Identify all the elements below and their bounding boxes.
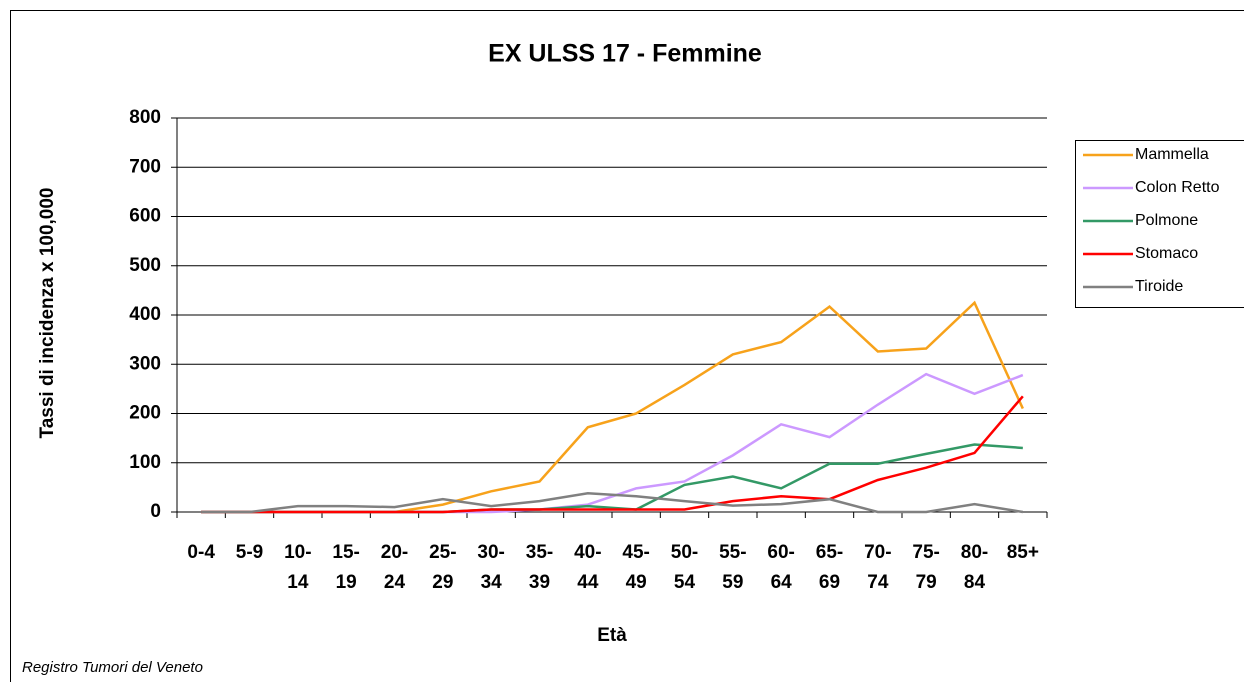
chart-border	[10, 10, 1244, 682]
x-tick-label: 25-29	[429, 542, 457, 593]
x-tick-label: 65-69	[815, 542, 844, 593]
y-tick-label: 100	[129, 452, 161, 473]
y-tick-label: 300	[129, 353, 161, 374]
x-tick-label: 75-79	[912, 542, 940, 593]
x-tick-label: 20-24	[380, 542, 409, 593]
legend-label: Stomaco	[1135, 245, 1198, 262]
legend-box	[1075, 140, 1244, 308]
x-tick-label: 45-49	[622, 542, 650, 593]
x-axis-label: Età	[597, 625, 627, 646]
x-tick-label: 15-19	[332, 542, 360, 593]
y-tick-label: 800	[129, 107, 161, 128]
y-tick-label: 0	[150, 501, 161, 522]
footnote: Registro Tumori del Veneto	[22, 659, 203, 676]
x-tick-label: 0-4	[187, 542, 215, 563]
y-axis-label: Tassi di incidenza x 100,000	[37, 188, 58, 439]
y-tick-label: 600	[129, 206, 161, 227]
x-tick-label: 85+	[1006, 542, 1039, 563]
legend-label: Tiroide	[1135, 278, 1183, 295]
x-tick-label: 60-64	[767, 542, 795, 593]
x-tick-label: 5-9	[235, 542, 264, 563]
x-tick-label: 35-39	[525, 542, 554, 593]
x-tick-label: 70-74	[864, 542, 892, 593]
x-tick-label: 50-54	[670, 542, 699, 593]
x-tick-label: 80-84	[960, 542, 989, 593]
x-tick-label: 40-44	[574, 542, 602, 593]
legend-label: Colon Retto	[1135, 179, 1220, 196]
legend-label: Mammella	[1135, 146, 1209, 163]
y-tick-label: 700	[129, 156, 161, 177]
x-tick-label: 55-59	[719, 542, 747, 593]
series-line	[201, 492, 1024, 514]
series-line	[201, 395, 1024, 514]
y-tick-label: 400	[129, 304, 161, 325]
x-tick-label: 30-34	[477, 542, 505, 593]
y-tick-label: 200	[129, 403, 161, 424]
y-tick-label: 500	[129, 255, 161, 276]
legend-label: Polmone	[1135, 212, 1198, 229]
chart-title: EX ULSS 17 - Femmine	[488, 40, 762, 68]
x-tick-label: 10-14	[284, 542, 312, 593]
